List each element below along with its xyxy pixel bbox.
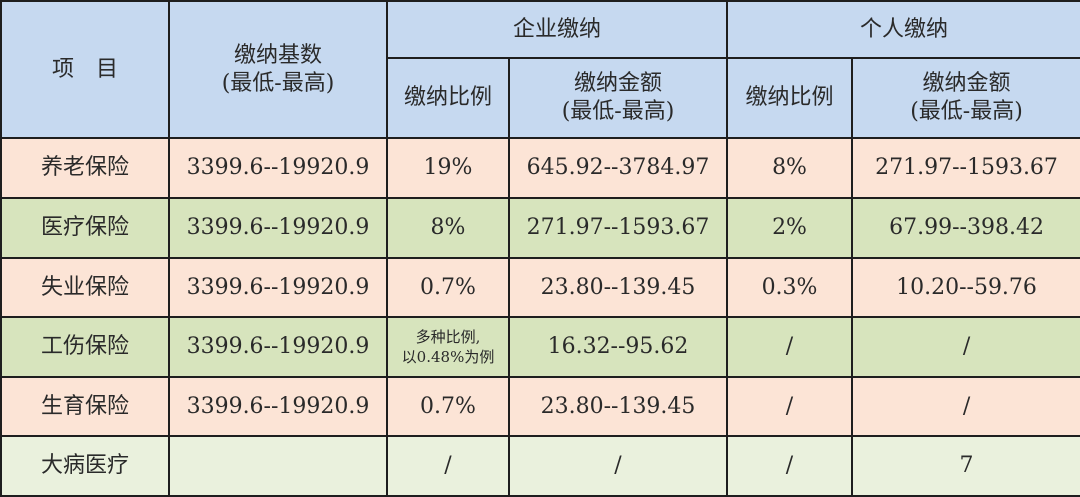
row-base: 3399.6--19920.9 [168,256,388,319]
row-personal-ratio: / [726,435,854,497]
row-personal-amount: 271.97--1593.67 [851,137,1080,199]
row-base: 3399.6--19920.9 [168,196,388,259]
header-base: 缴纳基数 (最低-最高) [168,0,388,140]
header-company-amount-sub: (最低-最高) [561,98,675,124]
table-row: 生育保险 3399.6--19920.9 0.7% 23.80--139.45 … [0,375,1080,438]
row-company-ratio: / [386,435,510,497]
row-company-amount: 23.80--139.45 [507,256,729,319]
row-name: 养老保险 [0,137,170,199]
row-company-ratio: 19% [386,137,510,199]
row-company-amount: 23.80--139.45 [507,375,729,438]
table-row: 失业保险 3399.6--19920.9 0.7% 23.80--139.45 … [0,256,1080,319]
ratio-note-line1: 多种比例, [415,327,481,346]
ratio-note-line2: 以0.48%为例 [401,347,495,366]
row-name: 医疗保险 [0,196,170,259]
row-personal-ratio: 2% [726,196,854,259]
table-row: 工伤保险 3399.6--19920.9 多种比例, 以0.48%为例 16.3… [0,316,1080,378]
row-base: 3399.6--19920.9 [168,375,388,438]
row-company-amount: / [507,435,729,497]
row-name: 工伤保险 [0,316,170,378]
row-company-ratio: 0.7% [386,256,510,319]
row-name: 大病医疗 [0,435,170,497]
row-personal-ratio: 0.3% [726,256,854,319]
row-personal-ratio: / [726,316,854,378]
row-name: 失业保险 [0,256,170,319]
row-company-ratio: 多种比例, 以0.48%为例 [386,316,510,378]
row-base: 3399.6--19920.9 [168,316,388,378]
header-company-ratio: 缴纳比例 [386,56,510,140]
row-personal-amount: 67.99--398.42 [851,196,1080,259]
row-company-amount: 16.32--95.62 [507,316,729,378]
header-personal-amount-sub: (最低-最高) [910,98,1023,124]
header-base-title: 缴纳基数 [233,43,322,69]
row-personal-ratio: / [726,375,854,438]
header-company-amount-title: 缴纳金额 [574,71,663,97]
row-base [168,435,388,497]
header-base-sub: (最低-最高) [221,70,335,96]
row-company-amount: 645.92--3784.97 [507,137,729,199]
row-company-amount: 271.97--1593.67 [507,196,729,259]
row-name: 生育保险 [0,375,170,438]
table-row: 养老保险 3399.6--19920.9 19% 645.92--3784.97… [0,137,1080,199]
row-company-ratio: 8% [386,196,510,259]
header-item: 项 目 [0,0,170,140]
header-personal: 个人缴纳 [726,0,1080,59]
header-personal-ratio: 缴纳比例 [726,56,854,140]
row-personal-amount: / [851,375,1080,438]
header-company-amount: 缴纳金额 (最低-最高) [507,56,729,140]
header-personal-amount: 缴纳金额 (最低-最高) [851,56,1080,140]
header-personal-amount-title: 缴纳金额 [922,71,1011,97]
row-personal-amount: 10.20--59.76 [851,256,1080,319]
row-company-ratio: 0.7% [386,375,510,438]
table-row: 大病医疗 / / / 7 [0,435,1080,497]
table-row: 医疗保险 3399.6--19920.9 8% 271.97--1593.67 … [0,196,1080,259]
row-personal-ratio: 8% [726,137,854,199]
row-base: 3399.6--19920.9 [168,137,388,199]
row-personal-amount: 7 [851,435,1080,497]
header-company: 企业缴纳 [385,0,729,59]
row-personal-amount: / [851,316,1080,378]
